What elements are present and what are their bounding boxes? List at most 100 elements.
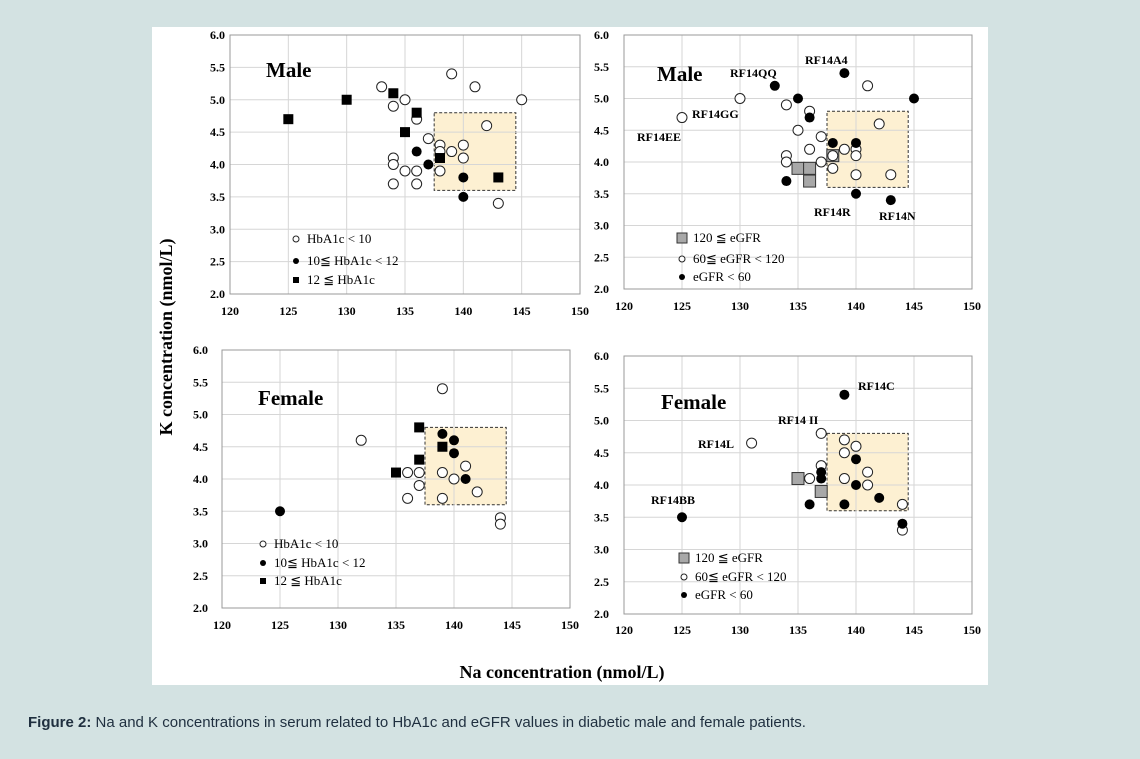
legend-marker	[293, 277, 299, 283]
data-point	[471, 486, 483, 498]
x-tick-label: 120	[221, 304, 239, 318]
y-tick-label: 5.0	[193, 408, 208, 422]
y-tick-label: 3.0	[594, 543, 609, 557]
data-point	[411, 178, 423, 190]
data-point	[448, 473, 460, 485]
point-annotation: RF14GG	[692, 107, 739, 121]
legend-marker	[679, 274, 685, 280]
data-point	[676, 112, 688, 124]
data-point	[885, 169, 897, 181]
data-point	[734, 93, 746, 104]
data-point	[457, 152, 469, 164]
panel-title: Female	[258, 386, 323, 410]
data-point	[376, 81, 388, 93]
x-tick-label: 150	[963, 299, 981, 313]
x-tick-label: 130	[731, 623, 749, 637]
data-point	[827, 150, 839, 162]
data-point	[449, 448, 459, 459]
point-annotation: RF14 II	[778, 413, 819, 427]
data-point	[436, 492, 448, 504]
point-annotation: RF14N	[879, 209, 916, 223]
figure-svg: 2.0 2.5 3.0 3.5 4.0 4.5 5.0 5.5 6.0 120 125 130 135 1…	[156, 28, 981, 683]
x-tick-label: 135	[789, 299, 807, 313]
data-point	[399, 94, 411, 106]
point-annotation: RF14BB	[651, 493, 695, 507]
data-point	[793, 93, 803, 104]
y-tick-label: 2.0	[594, 607, 609, 621]
legend-label: 12 ≦ HbA1c	[274, 573, 342, 588]
data-point	[885, 195, 896, 206]
y-tick-label: 4.5	[193, 440, 208, 454]
data-point	[850, 150, 862, 162]
x-tick-label: 135	[789, 623, 807, 637]
data-point	[469, 81, 481, 93]
data-point	[803, 174, 817, 188]
data-point	[458, 191, 469, 202]
chart-panel-3: 2.0 2.5 3.0 3.5 4.0 4.5 5.0 5.5 6.0 120 125 130 135 1…	[193, 343, 579, 632]
x-tick-label: 130	[731, 299, 749, 313]
x-tick-label: 145	[905, 623, 923, 637]
data-point	[493, 172, 504, 183]
x-tick-label: 145	[513, 304, 531, 318]
legend-marker	[676, 232, 688, 244]
legend-marker	[680, 573, 688, 581]
y-tick-label: 6.0	[210, 28, 225, 42]
data-point	[437, 428, 448, 439]
data-point	[803, 161, 817, 175]
data-point	[391, 467, 401, 478]
y-tick-label: 2.0	[210, 287, 225, 301]
y-tick-label: 2.0	[594, 282, 609, 296]
data-point	[851, 480, 861, 490]
data-point	[414, 454, 425, 465]
data-point	[815, 427, 827, 439]
data-point	[414, 422, 425, 433]
point-annotation: RF14QQ	[730, 66, 777, 80]
data-point	[446, 68, 458, 80]
data-point	[897, 518, 908, 529]
data-point	[815, 131, 827, 143]
y-tick-label: 2.5	[210, 255, 225, 269]
data-point	[851, 137, 861, 148]
data-point	[446, 146, 458, 158]
plot-frame	[623, 34, 973, 290]
data-point	[873, 118, 885, 130]
x-tick-label: 140	[454, 304, 472, 318]
x-tick-label: 150	[561, 618, 579, 632]
x-tick-label: 125	[279, 304, 297, 318]
data-point	[838, 434, 850, 446]
data-point	[437, 441, 448, 452]
data-point	[460, 460, 472, 472]
data-point	[862, 479, 874, 491]
x-tick-label: 145	[905, 299, 923, 313]
y-tick-label: 5.5	[594, 60, 609, 74]
point-annotation: RF14EE	[637, 130, 681, 144]
data-point	[909, 93, 919, 104]
data-point	[481, 120, 493, 132]
legend-marker	[260, 578, 266, 584]
legend-label: 60≦ eGFR < 120	[695, 569, 787, 584]
y-tick-label: 5.5	[594, 381, 609, 395]
y-tick-label: 3.0	[594, 219, 609, 233]
x-tick-label: 125	[673, 299, 691, 313]
data-point	[816, 473, 827, 484]
data-point	[388, 88, 399, 99]
chart-panel-4: 2.0 2.5 3.0 3.5 4.0 4.5 5.0 5.5 6.0 120 125 130 135 1…	[594, 349, 981, 637]
data-point	[839, 499, 850, 510]
y-tick-label: 6.0	[594, 349, 609, 363]
point-annotation: RF14A4	[805, 53, 848, 67]
legend-label: HbA1c < 10	[307, 231, 371, 246]
point-annotation: RF14C	[858, 379, 895, 393]
plot-frame	[229, 34, 581, 295]
data-point	[355, 434, 367, 446]
data-point	[769, 80, 780, 91]
data-point	[804, 112, 815, 123]
legend-marker	[678, 552, 690, 564]
data-point	[400, 127, 410, 138]
data-point	[341, 94, 352, 105]
legend-marker	[260, 560, 266, 566]
y-tick-label: 3.5	[210, 190, 225, 204]
figure-caption: Figure 2: Na and K concentrations in ser…	[28, 714, 1108, 731]
data-point	[387, 178, 399, 190]
data-point	[791, 161, 805, 175]
data-point	[436, 467, 448, 479]
